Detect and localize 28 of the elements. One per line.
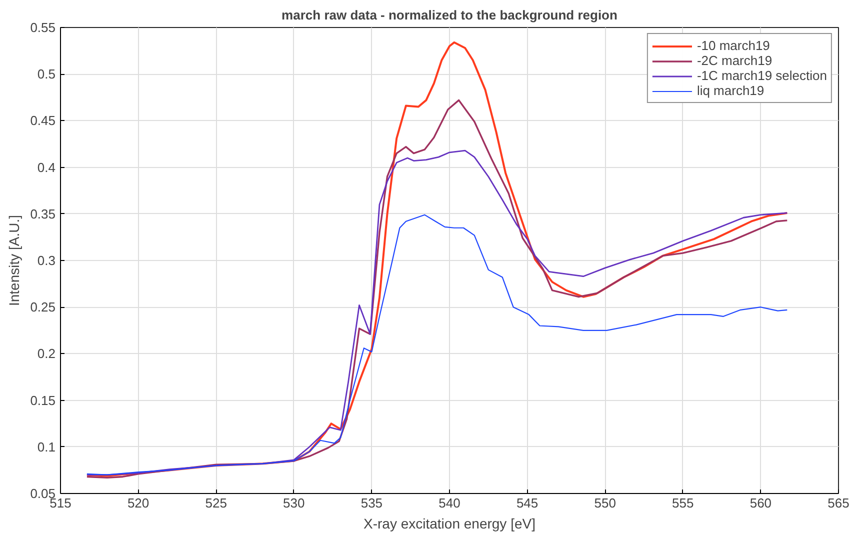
legend-label: liq march19: [696, 83, 764, 98]
y-tick-label: 0.3: [37, 253, 56, 268]
y-axis-title: Intensity [A.U.]: [6, 214, 22, 306]
x-tick-label: 545: [516, 496, 538, 510]
x-tick-label: 550: [594, 496, 616, 510]
x-tick-label: 555: [672, 496, 694, 510]
chart-title: march raw data - normalized to the background region: [282, 8, 618, 22]
x-tick-label: 560: [750, 496, 772, 510]
x-tick-label: 565: [828, 496, 850, 510]
y-tick-label: 0.4: [37, 160, 56, 175]
x-tick-label: 525: [205, 496, 227, 510]
y-tick-label: 0.45: [30, 113, 56, 128]
x-tick-label: 535: [360, 496, 383, 510]
x-tick-label: 520: [127, 496, 150, 510]
y-tick-label: 0.5: [37, 66, 56, 82]
legend-label: -10 march19: [696, 38, 770, 53]
y-tick-label: 0.55: [30, 20, 56, 35]
y-tick-label: 0.15: [30, 392, 56, 408]
x-tick-label: 540: [438, 496, 460, 510]
line-series: [86, 214, 788, 476]
y-tick-label: 0.2: [37, 346, 56, 362]
x-tick-label: 530: [283, 496, 305, 510]
x-axis-title: X-ray excitation energy [eV]: [364, 516, 536, 532]
y-tick-label: 0.25: [30, 300, 56, 315]
y-tick-label: 0.35: [30, 206, 56, 222]
y-tick-label: 0.1: [37, 439, 56, 454]
legend-label: -2C march19: [696, 53, 772, 68]
legend-label: -1C march19 selection: [696, 68, 827, 83]
